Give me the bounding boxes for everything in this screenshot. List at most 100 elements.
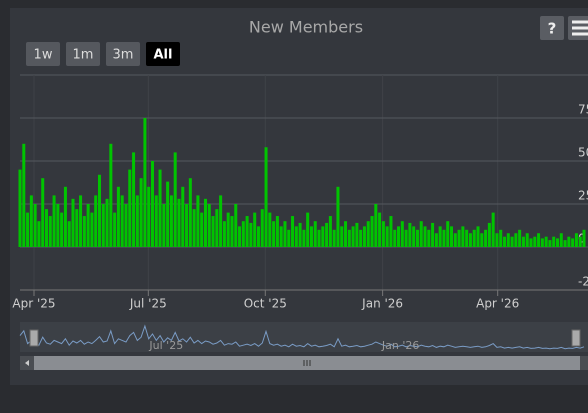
bar [79,195,83,247]
bar [63,186,67,247]
bar [567,236,571,247]
bar [275,216,279,247]
bar [544,236,548,247]
range-button-label[interactable]: 1w [34,48,53,63]
bar [389,216,393,247]
bar [97,174,101,247]
range-button-bg[interactable] [66,42,100,66]
bar [268,212,272,247]
bar [173,152,177,247]
bar [366,221,370,247]
bar [510,236,514,247]
menu-icon[interactable] [572,20,588,36]
bar [317,229,321,247]
bar [162,204,166,247]
bar [196,195,200,247]
bar [465,229,469,247]
navigator-handle-left[interactable] [29,329,39,347]
y-tick-label: 50 [578,146,588,160]
bar [18,169,22,247]
bar [283,221,287,247]
bar [226,212,230,247]
bar [321,226,325,247]
bar [215,209,219,247]
bar [480,233,484,247]
bar [211,216,215,247]
x-tick-label: Apr '25 [12,297,55,311]
help-button[interactable]: ? [540,16,564,40]
range-button-label[interactable]: 1m [73,48,94,63]
bar [325,222,329,247]
bar [521,236,525,247]
bar [82,216,86,247]
range-button[interactable]: 1m [66,42,100,66]
bar [378,212,382,247]
range-button-bg[interactable] [106,42,140,66]
bar [113,212,117,247]
bar [370,216,374,247]
menu-button[interactable] [568,16,588,40]
bar [44,209,49,247]
bar [41,178,45,247]
bar [555,238,560,247]
bar [238,226,242,247]
bar [294,226,298,247]
bar [287,229,291,247]
bar [461,226,465,247]
bar [86,204,90,247]
help-icon[interactable]: ? [548,20,557,38]
range-button[interactable]: 1w [26,42,60,66]
bar [427,229,431,247]
range-button-label[interactable]: All [154,48,173,63]
range-button-label[interactable]: 3m [113,48,134,63]
bar [499,229,503,247]
bar [120,195,124,247]
navigator-tick-label: Jul '25 [148,339,183,352]
bar [408,222,412,247]
bar [385,226,389,247]
bar [495,233,499,247]
y-tick-label: 25 [578,189,588,203]
bar [548,240,552,247]
range-button[interactable]: All [146,42,180,66]
bar [147,186,151,247]
bar [185,204,189,247]
scrollbar-arrow-left[interactable] [25,360,29,366]
y-tick-label: 0 [578,232,586,246]
bar [400,221,404,247]
bar [537,233,541,247]
navigator-handle-right[interactable] [571,329,581,347]
bar [169,195,173,247]
range-button[interactable]: 3m [106,42,140,66]
bar [438,226,442,247]
bar [468,233,472,247]
bar [419,221,423,247]
bar [355,222,359,247]
bar [60,212,64,247]
bar [207,204,211,247]
range-button-bg[interactable] [26,42,60,66]
chart-title: New Members [249,18,363,37]
bar [101,204,105,247]
scrollbar-grip[interactable] [303,360,311,366]
bar [116,186,120,247]
range-button-bg[interactable] [146,42,180,66]
bar [245,216,249,247]
bar [105,198,109,247]
bar [491,212,495,247]
bar [442,229,446,247]
bar [431,222,435,247]
bar [188,178,192,247]
bar [374,204,378,247]
bar [423,226,427,247]
bar [132,152,136,247]
bar [446,221,450,247]
bar [306,212,310,247]
bar [578,236,582,247]
bar [166,181,170,247]
help-button-bg[interactable] [540,16,564,40]
bar [272,221,276,247]
bar [563,240,567,247]
bar [559,233,563,247]
